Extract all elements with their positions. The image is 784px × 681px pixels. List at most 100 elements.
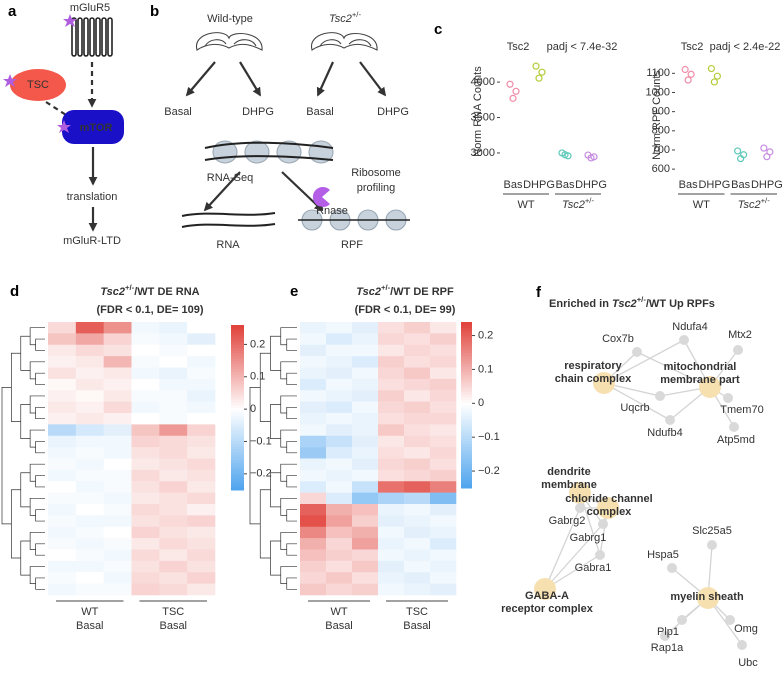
gene-label: Gabrg1 xyxy=(570,532,607,544)
colorbar-step xyxy=(461,418,472,423)
heatmap-cell xyxy=(75,492,104,505)
panel-label: f xyxy=(536,284,542,301)
colorbar-step xyxy=(231,465,244,469)
process-label: translation xyxy=(67,191,118,203)
heatmap-cell xyxy=(326,572,353,584)
term-label: myelin sheath xyxy=(670,591,744,603)
colorbar-step xyxy=(231,437,244,441)
term-node xyxy=(697,587,719,609)
heatmap-cell xyxy=(378,344,405,357)
panel-label: c xyxy=(434,21,442,38)
heatmap-cell xyxy=(131,504,160,516)
heatmap-cell xyxy=(103,401,132,414)
heatmap-cell xyxy=(378,469,405,482)
dendrogram xyxy=(286,441,297,454)
heatmap-cell xyxy=(300,356,327,368)
colorbar-label: 0.2 xyxy=(478,329,493,341)
heatmap-cell xyxy=(378,492,405,505)
dendrogram xyxy=(35,509,45,522)
dendrogram xyxy=(29,361,45,380)
heatmap-cell xyxy=(48,492,77,505)
product-label: RPF xyxy=(341,239,363,251)
heatmap-cell xyxy=(131,560,160,573)
heatmap-cell xyxy=(131,447,160,459)
heatmap-cell xyxy=(131,515,160,528)
dendrogram xyxy=(35,406,45,420)
heatmap-cell xyxy=(75,390,104,402)
heatmap-cell xyxy=(300,526,327,539)
heatmap-cell xyxy=(159,469,188,482)
dendrogram xyxy=(259,489,271,559)
heatmap-cell xyxy=(159,378,188,391)
colorbar-step xyxy=(461,371,472,376)
heatmap-cell xyxy=(48,344,77,357)
gene-label: Atp5md xyxy=(717,434,755,446)
heatmap-cell xyxy=(300,481,327,493)
x-tick-label: Bas xyxy=(504,179,523,191)
colorbar-step xyxy=(231,327,244,331)
heatmap-cell xyxy=(131,390,160,402)
heatmap-cell xyxy=(48,515,77,528)
data-point xyxy=(561,151,569,159)
heatmap-cell xyxy=(103,481,132,493)
heatmap-cell xyxy=(378,572,405,584)
colorbar-step xyxy=(461,440,472,445)
heatmap-cell xyxy=(159,538,188,550)
colorbar-step xyxy=(461,443,472,447)
gene-node xyxy=(575,503,585,513)
colorbar-step xyxy=(461,421,472,425)
heatmap-cell xyxy=(430,378,457,391)
colorbar-step xyxy=(231,391,244,395)
heatmap-cell xyxy=(326,447,353,459)
heatmap-cell xyxy=(75,367,104,380)
heatmap-cell xyxy=(300,469,327,482)
dendrogram xyxy=(29,429,45,448)
heatmap-cell xyxy=(352,356,379,368)
colorbar-step xyxy=(231,426,244,430)
group-label-part: WT xyxy=(517,199,534,211)
heatmap-cell xyxy=(300,333,327,346)
heatmap-cell xyxy=(404,401,431,414)
heatmap-cell xyxy=(404,549,431,562)
colorbar-step xyxy=(461,479,472,483)
heatmap-cell xyxy=(404,538,431,550)
heatmap-cell xyxy=(75,538,104,550)
heatmap-cell xyxy=(103,333,132,346)
colorbar-label: 0.1 xyxy=(250,371,265,383)
heatmap-cell xyxy=(187,322,216,334)
colorbar-step xyxy=(231,429,244,433)
heatmap-cell xyxy=(75,504,104,516)
data-point xyxy=(684,76,692,84)
term-label: dendrite xyxy=(547,466,590,478)
dendrogram xyxy=(20,404,31,439)
data-point xyxy=(532,62,540,70)
heatmap-cell xyxy=(131,401,160,414)
heatmap-cell xyxy=(300,549,327,562)
heatmap-subtitle: (FDR < 0.1, DE= 109) xyxy=(97,304,204,316)
gene-node xyxy=(723,393,733,403)
heatmap-cell xyxy=(326,481,353,493)
group-label: WT xyxy=(517,199,534,211)
gene-label: Ndufb4 xyxy=(647,427,682,439)
condition-label: DHPG xyxy=(242,106,274,118)
heatmap-cell xyxy=(300,401,327,414)
heatmap-cell xyxy=(187,413,216,425)
heatmap-cell xyxy=(131,538,160,550)
heatmap-cell xyxy=(159,572,188,584)
dendrogram xyxy=(11,489,21,559)
colorbar-step xyxy=(231,404,244,408)
heatmap-cell xyxy=(103,458,132,471)
dendrogram xyxy=(29,532,45,550)
heatmap-cell xyxy=(131,492,160,505)
heatmap-cell xyxy=(187,572,216,584)
x-tick-label: Bas xyxy=(679,179,698,191)
panel-label: a xyxy=(8,3,17,20)
group-label-part: Tsc2 xyxy=(738,199,761,211)
heatmap-cell xyxy=(326,504,353,516)
heatmap-cell xyxy=(404,435,431,448)
colorbar-step xyxy=(231,424,244,428)
gene-node xyxy=(679,335,689,345)
colorbar-step xyxy=(231,399,244,403)
heatmap-cell xyxy=(404,526,431,539)
dendrogram xyxy=(286,372,297,385)
